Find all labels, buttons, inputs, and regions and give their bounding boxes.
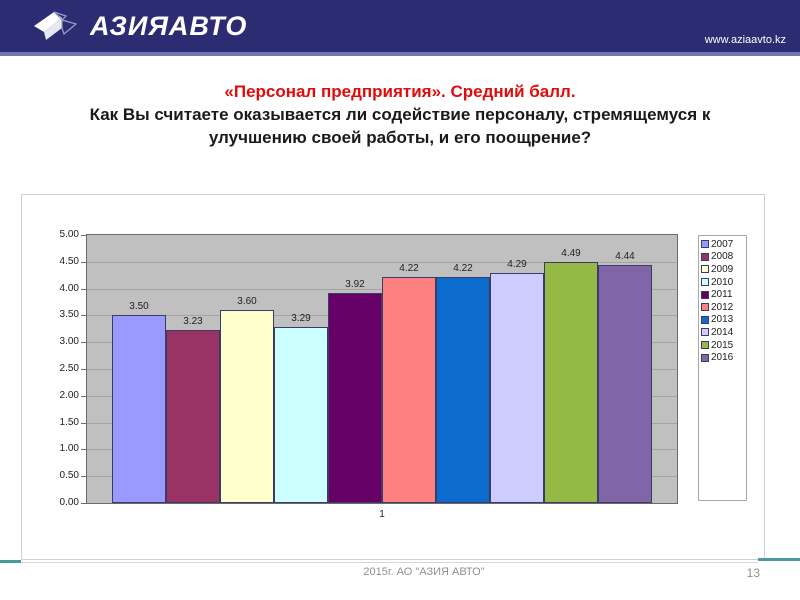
y-axis-tick [81,315,87,317]
legend-swatch-2016 [701,353,709,362]
x-axis-category-label: 1 [379,509,385,520]
chart-container: 0.00 0.50 1.00 1.50 2.00 2.50 3.00 3.50 4.00 4.50… [21,194,765,560]
legend-item-2009: 2009 [701,263,746,276]
legend-item-2013: 2013 [701,314,746,327]
page-number: 13 [746,566,760,580]
legend-label-2013: 2013 [711,314,734,326]
y-axis-tick [81,235,87,236]
legend-label-2011: 2011 [711,289,733,301]
aziaavto-logo-icon [34,11,78,40]
logo-text: АЗИЯАВТО [90,10,248,41]
y-axis-label: 1.50 [59,416,79,428]
y-axis-tick [81,288,87,290]
bar-value-2009: 3.60 [237,296,257,308]
bar-2014 [490,273,544,503]
legend-label-2007: 2007 [711,238,734,250]
footer-teal-accent-right [758,558,800,561]
legend-item-2016: 2016 [701,351,746,364]
bar-2010 [274,326,328,503]
y-axis-tick [81,395,87,397]
bar-2007 [112,315,166,503]
y-axis-tick [81,476,87,478]
slide-title-black: Как Вы считаете оказывается ли содействи… [89,105,711,147]
footer-teal-accent-left [0,560,21,563]
slide-title-red: «Персонал предприятия». Средний балл. [224,82,576,101]
legend-label-2012: 2012 [711,301,734,313]
bar-value-2007: 3.50 [129,301,149,313]
bar-2016 [598,265,652,503]
legend-swatch-2010 [701,278,709,287]
legend-item-2014: 2014 [701,326,746,339]
legend-label-2016: 2016 [711,352,734,364]
bar-value-2010: 3.29 [291,312,311,324]
logo: АЗИЯАВТО [32,6,247,46]
legend-item-2015: 2015 [701,339,746,352]
gridline [87,261,677,263]
website-url: www.aziaavto.kz [704,34,786,46]
legend-swatch-2007 [701,240,709,249]
y-axis-tick [81,422,87,424]
bar-value-2008: 3.23 [183,315,203,327]
bar-value-2015: 4.49 [561,248,581,260]
legend-swatch-2015 [701,341,709,350]
legend-label-2015: 2015 [711,339,734,351]
footer-text: 2015г. АО "АЗИЯ АВТО" [363,566,485,578]
y-axis-label: 3.00 [59,336,79,348]
bar-2009 [220,310,274,503]
legend-item-2008: 2008 [701,251,746,264]
bar-2008 [166,329,220,503]
bar-value-2012: 4.22 [399,262,419,274]
y-axis-label: 3.50 [59,309,79,321]
y-axis-label: 0.00 [59,497,79,508]
legend-swatch-2009 [701,265,709,274]
bar-2012 [382,276,436,503]
y-axis-label: 1.00 [59,443,79,455]
bar-value-2014: 4.29 [507,259,527,271]
header-accent-line [0,52,800,56]
y-axis-tick [81,342,87,344]
legend-swatch-2011 [701,290,709,299]
legend-label-2008: 2008 [711,251,734,263]
bar-2011 [328,292,382,503]
legend-label-2010: 2010 [711,276,734,288]
y-axis-label: 4.50 [59,255,79,267]
legend-item-2007: 2007 [701,238,746,251]
y-axis-label: 0.50 [59,470,79,482]
legend-swatch-2013 [701,315,709,324]
y-axis-label: 2.00 [59,389,79,401]
bar-2013 [436,276,490,503]
legend-label-2014: 2014 [711,326,734,338]
y-axis-tick [81,449,87,451]
legend-label-2009: 2009 [711,263,734,275]
bar-value-2011: 3.92 [345,278,365,290]
y-axis-label: 2.50 [59,363,79,374]
slide-title: «Персонал предприятия». Средний балл. Ка… [60,80,740,149]
legend-item-2010: 2010 [701,276,746,289]
bar-value-2016: 4.44 [615,251,635,263]
y-axis-tick [81,369,87,370]
y-axis-tick [81,503,87,504]
header: АЗИЯАВТО www.aziaavto.kz [0,0,800,52]
bar-2015 [544,262,598,503]
y-axis-label: 5.00 [59,229,79,240]
y-axis-label: 4.00 [59,282,79,294]
plot-area: 0.00 0.50 1.00 1.50 2.00 2.50 3.00 3.50 4.00 4.50… [60,229,678,520]
y-axis-tick [81,261,87,263]
legend-swatch-2012 [701,303,709,312]
footer-divider-line [21,562,758,563]
legend-swatch-2008 [701,252,709,261]
chart-legend: 2007 2008 2009 2010 2011 2012 2013 2014 2015 2016 [698,235,747,501]
legend-swatch-2014 [701,328,709,337]
legend-item-2011: 2011 [701,288,746,301]
legend-item-2012: 2012 [701,301,746,314]
bar-value-2013: 4.22 [453,262,473,274]
